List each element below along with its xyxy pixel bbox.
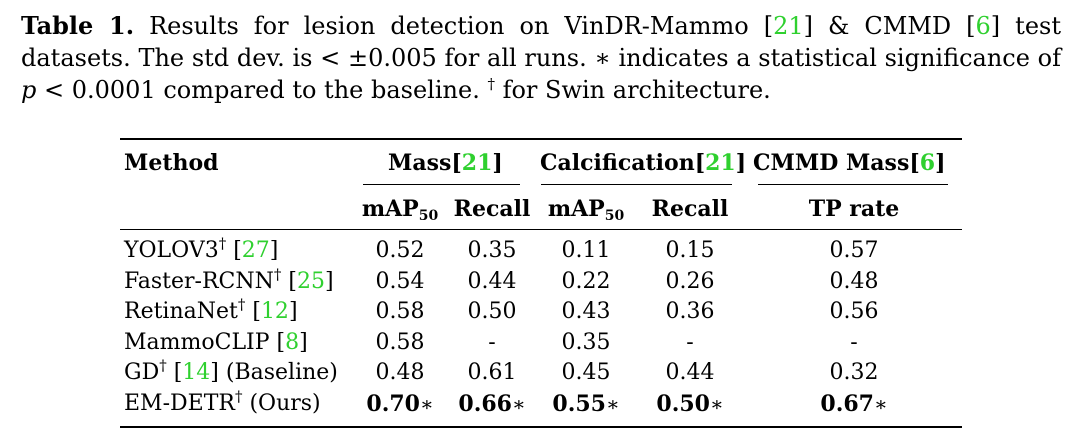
cmidrule-mass xyxy=(363,184,520,185)
dagger-symbol: † xyxy=(159,356,167,375)
citation-link[interactable]: 25 xyxy=(296,268,325,294)
significance-star: ∗ xyxy=(606,391,620,416)
value-cell: 0.66∗ xyxy=(458,390,526,417)
dagger-symbol: † xyxy=(218,234,227,253)
bottom-rule xyxy=(120,426,962,428)
value-cell: 0.44 xyxy=(467,268,517,294)
value-cell: 0.67∗ xyxy=(820,390,888,417)
dagger-symbol: † xyxy=(234,387,243,406)
value-cell: 0.26 xyxy=(665,268,715,294)
citation-link[interactable]: 21 xyxy=(773,12,804,40)
citation-link[interactable]: 14 xyxy=(182,360,211,385)
value-cell: 0.36 xyxy=(665,299,715,324)
method-name: Faster-RCNN† [25] xyxy=(124,265,334,294)
header-map-mass: mAP50 xyxy=(361,196,439,224)
citation-link[interactable]: 27 xyxy=(241,238,270,263)
citation-link[interactable]: 12 xyxy=(260,299,289,324)
method-name: YOLOV3† [27] xyxy=(124,234,279,263)
caption-p-variable: p xyxy=(21,76,37,104)
value-cell: 0.45 xyxy=(561,360,611,385)
significance-star: ∗ xyxy=(420,391,434,416)
method-name: GD† [14] (Baseline) xyxy=(124,356,338,385)
value-cell: 0.52 xyxy=(375,238,425,263)
value-cell: 0.70∗ xyxy=(366,390,434,417)
caption-label: Table 1. xyxy=(21,11,135,40)
value-cell: 0.50 xyxy=(467,299,517,324)
header-recall-mass: Recall xyxy=(453,196,531,222)
significance-star: ∗ xyxy=(512,391,526,416)
dagger-symbol: † xyxy=(237,295,246,314)
value-cell: 0.35 xyxy=(467,238,517,263)
header-recall-calcification: Recall xyxy=(651,196,729,222)
caption-text-1: Results for lesion detection on VinDR-Ma… xyxy=(149,12,774,40)
header-tp-rate: TP rate xyxy=(808,196,900,222)
significance-star: ∗ xyxy=(874,391,888,416)
value-cell: 0.55∗ xyxy=(552,390,620,417)
header-group-cmmd: CMMD Mass[6] xyxy=(753,150,946,176)
significance-star: ∗ xyxy=(710,391,724,416)
value-cell: 0.50∗ xyxy=(656,390,724,417)
citation-link[interactable]: 8 xyxy=(285,329,300,355)
value-cell: 0.48 xyxy=(375,360,425,385)
dagger-symbol: † xyxy=(487,75,495,93)
value-cell: 0.61 xyxy=(467,360,517,385)
value-cell: 0.54 xyxy=(375,268,425,294)
header-map-calcification: mAP50 xyxy=(547,196,625,224)
value-cell: - xyxy=(488,329,496,355)
caption-text-3: ] test datasets. The std dev. is < ±0.00… xyxy=(21,12,1061,72)
caption-text-2: ] & CMMD [ xyxy=(803,12,976,40)
header-group-calcification: Calcification[21] xyxy=(540,150,747,176)
table-caption: Table 1. Results for lesion detection on… xyxy=(21,10,1061,106)
header-rule xyxy=(120,229,962,230)
method-name: RetinaNet† [12] xyxy=(124,295,298,324)
value-cell: - xyxy=(850,329,858,355)
value-cell: 0.43 xyxy=(561,299,611,324)
header-method: Method xyxy=(124,150,219,176)
value-cell: 0.32 xyxy=(829,360,879,385)
value-cell: 0.56 xyxy=(829,299,879,324)
value-cell: 0.15 xyxy=(665,238,715,263)
top-rule xyxy=(120,138,962,140)
value-cell: 0.11 xyxy=(561,238,611,263)
cmidrule-cmmd xyxy=(758,184,948,185)
value-cell: 0.22 xyxy=(561,268,611,294)
value-cell: 0.58 xyxy=(375,329,425,355)
cmidrule-calcification xyxy=(541,184,732,185)
dagger-symbol: † xyxy=(273,265,282,284)
caption-text-4: < 0.0001 compared to the baseline. xyxy=(36,76,488,104)
value-cell: 0.58 xyxy=(375,299,425,324)
header-group-mass: Mass[21] xyxy=(388,150,503,176)
method-name: EM-DETR† (Ours) xyxy=(124,387,321,416)
value-cell: - xyxy=(686,329,694,355)
results-table: Method Mass[21] Calcification[21] CMMD M… xyxy=(120,138,962,430)
value-cell: 0.48 xyxy=(829,268,879,294)
value-cell: 0.57 xyxy=(829,238,879,263)
citation-link[interactable]: 6 xyxy=(975,12,991,40)
value-cell: 0.35 xyxy=(561,329,611,355)
caption-text-5: for Swin architecture. xyxy=(494,76,771,104)
method-name: MammoCLIP [8] xyxy=(124,329,308,355)
value-cell: 0.44 xyxy=(665,360,715,385)
